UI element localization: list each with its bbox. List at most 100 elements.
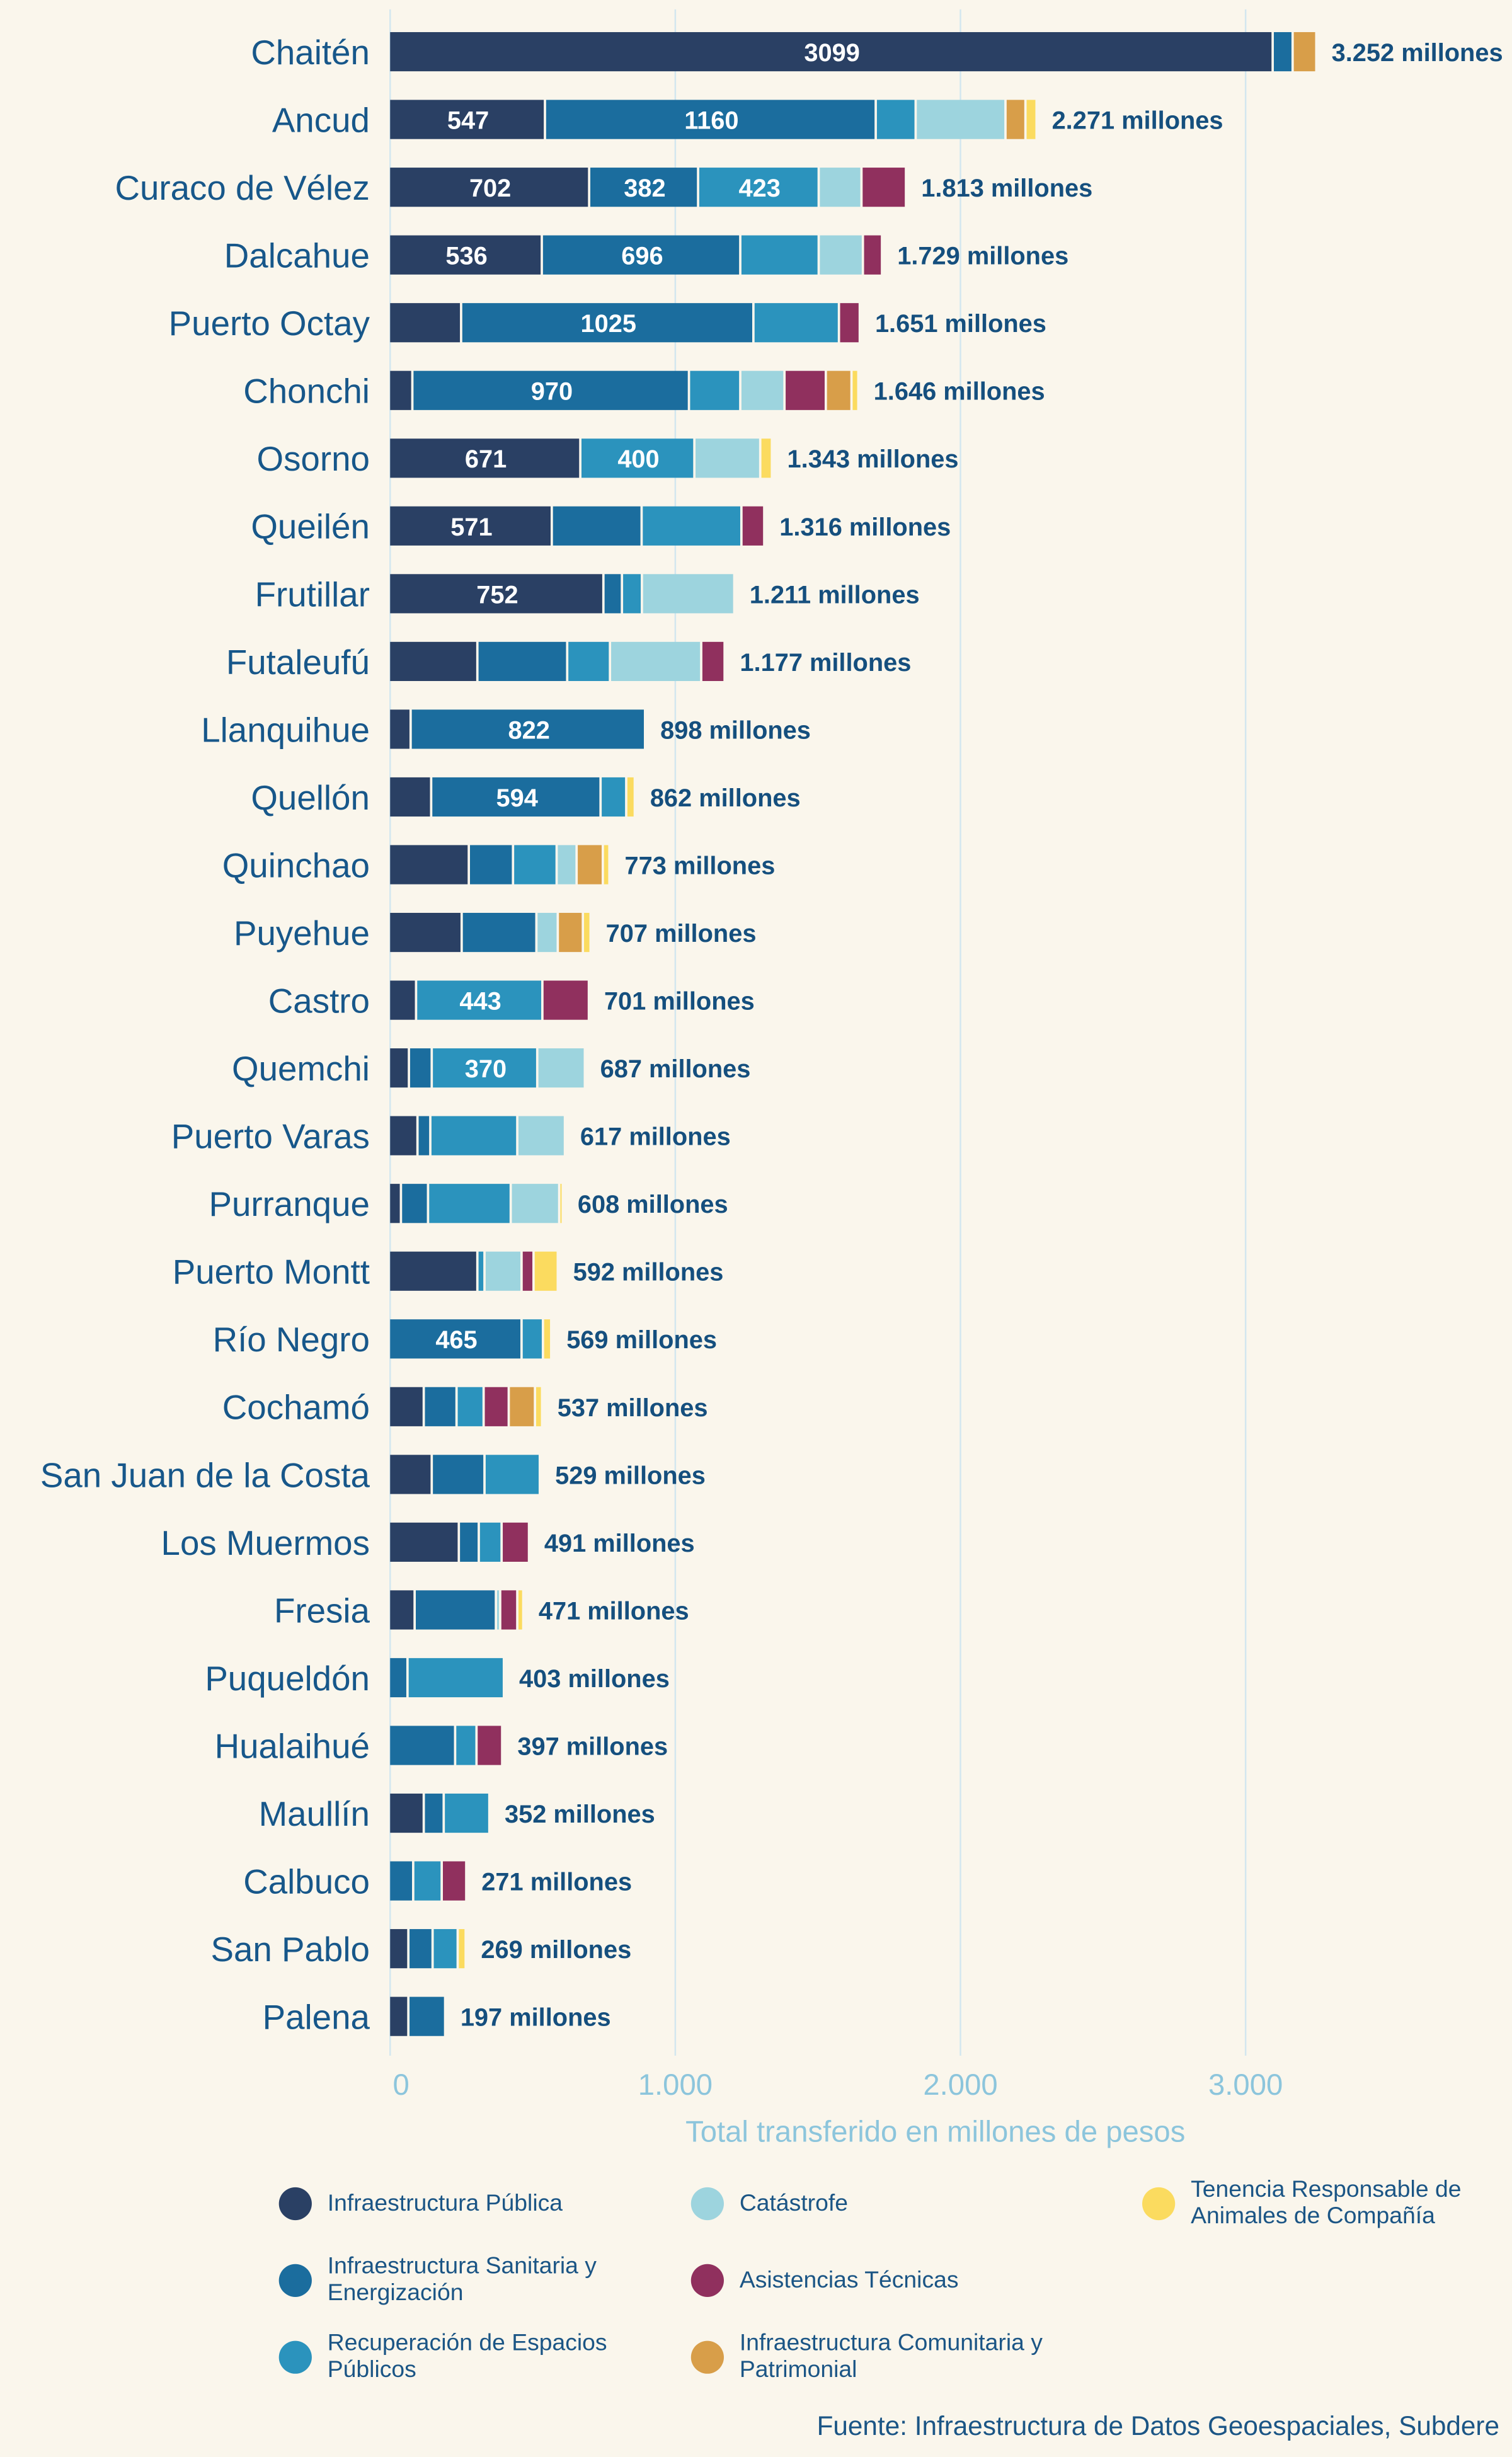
category-label: Queilén [251, 507, 370, 546]
x-tick-label: 2.000 [923, 2068, 997, 2102]
bar-segment [544, 1319, 551, 1359]
source-note: Fuente: Infraestructura de Datos Geoespa… [816, 2411, 1500, 2441]
bar-segment [627, 777, 634, 817]
bar-segment [917, 100, 1005, 139]
category-label: Cochamó [222, 1388, 370, 1427]
bar-segment [584, 912, 590, 953]
category-label: Puerto Octay [169, 304, 370, 343]
bar-segment [432, 777, 600, 817]
bar-segment [390, 1996, 408, 2036]
total-label: 608 millones [578, 1191, 728, 1218]
legend-label: Catástrofe [739, 2189, 848, 2216]
legend-item: Recuperación de Espacios Públicos [278, 2330, 665, 2383]
total-label: 1.651 millones [875, 310, 1046, 338]
bar-segment [484, 1387, 508, 1426]
category-label: Palena [263, 1998, 370, 2037]
category-label: Chonchi [243, 372, 370, 411]
x-tick-label: 3.000 [1208, 2068, 1283, 2102]
bar-segment [390, 912, 461, 953]
legend-item: Infraestructura Sanitaria y Energización [278, 2253, 665, 2306]
category-label: San Juan de la Costa [40, 1455, 370, 1494]
legend-swatch-icon [690, 2340, 724, 2373]
bar-segment [553, 506, 641, 546]
total-label: 707 millones [606, 920, 757, 948]
segment-value-label: 571 [450, 513, 492, 541]
bar-segment [542, 235, 740, 275]
bar-segment [497, 1590, 500, 1630]
bar-segment [852, 370, 857, 410]
legend-swatch-icon [278, 2186, 312, 2219]
legend-swatch-icon [690, 2263, 724, 2296]
segment-value-label: 3099 [804, 39, 860, 67]
legend-label: Asistencias Técnicas [739, 2266, 959, 2293]
category-label: Quemchi [232, 1049, 370, 1088]
bar-segment [623, 574, 641, 614]
bar-segment [1293, 32, 1315, 72]
total-label: 471 millones [539, 1597, 689, 1625]
bar-segment [741, 235, 818, 275]
bar-segment [402, 1184, 427, 1223]
category-label: Osorno [257, 439, 370, 478]
bar-segment [558, 845, 576, 885]
category-label: Quellón [251, 778, 370, 817]
total-label: 1.813 millones [921, 175, 1092, 202]
category-label: Calbuco [243, 1862, 370, 1901]
segment-value-label: 696 [621, 243, 663, 270]
bar-segment [390, 1048, 408, 1088]
bar-segment [390, 370, 411, 410]
total-label: 529 millones [555, 1462, 706, 1489]
segment-value-label: 423 [738, 175, 780, 202]
bar-segment [581, 438, 694, 478]
bar-segment [390, 506, 551, 546]
category-label: Fresia [274, 1591, 370, 1630]
bar-segment [514, 845, 556, 885]
legend-label: Recuperación de Espacios Públicos [327, 2330, 607, 2383]
bar-segment [390, 1455, 431, 1494]
legend-item: Asistencias Técnicas [690, 2253, 1077, 2306]
segment-value-label: 536 [445, 243, 487, 270]
total-label: 617 millones [580, 1123, 731, 1151]
bar-segment [390, 303, 461, 343]
bar-segment [522, 1251, 533, 1291]
category-label: Maullín [259, 1794, 370, 1833]
legend-swatch-icon [278, 2263, 312, 2296]
bar-segment [410, 1048, 431, 1088]
bar-segment [390, 709, 410, 749]
total-label: 701 millones [604, 988, 755, 1016]
bar-segment [460, 1522, 478, 1562]
total-label: 569 millones [566, 1326, 717, 1354]
bar-segment [568, 641, 609, 681]
bar-segment [546, 100, 875, 139]
bar-segment [534, 1251, 557, 1291]
bar-segment [462, 912, 536, 953]
category-label: Purranque [209, 1184, 369, 1223]
bar-segment [761, 438, 771, 478]
bar-segment [457, 1387, 483, 1426]
category-label: Puyehue [234, 914, 370, 953]
category-label: Hualaihué [215, 1726, 370, 1765]
segment-value-label: 400 [617, 445, 659, 473]
bar-segment [462, 303, 752, 343]
bar-segment [864, 235, 881, 275]
segment-value-label: 752 [476, 581, 518, 609]
bar-segment [390, 32, 1272, 72]
bar-segment [479, 1522, 501, 1562]
bar-segment [696, 438, 759, 478]
bar-segment [1026, 100, 1036, 139]
bar-segment [786, 370, 825, 410]
bar-segment [827, 370, 850, 410]
bar-segment [478, 1251, 484, 1291]
total-label: 197 millones [461, 2004, 611, 2032]
bar-segment [390, 1658, 406, 1698]
bar-segment [543, 980, 588, 1020]
legend-label: Infraestructura Sanitaria y Energización [327, 2253, 597, 2306]
bar-segment [390, 1590, 414, 1630]
bar-segment [604, 574, 621, 614]
bar-segment [390, 168, 588, 207]
total-label: 397 millones [517, 1732, 668, 1760]
legend-item: Catástrofe [690, 2176, 1077, 2230]
total-label: 687 millones [600, 1055, 751, 1083]
category-label: Curaco de Vélez [115, 168, 369, 207]
